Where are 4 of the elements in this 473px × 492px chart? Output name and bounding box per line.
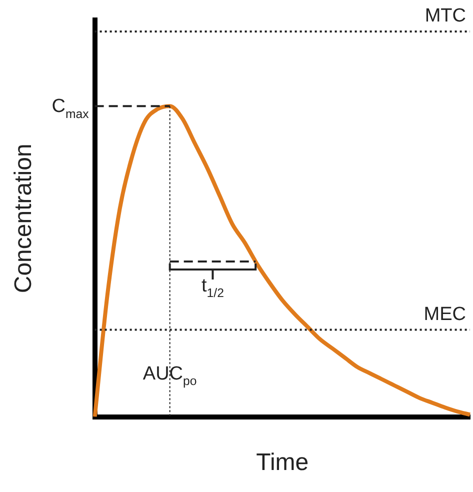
x-axis-title: Time: [256, 449, 309, 476]
ref-line-label: MTC: [424, 6, 466, 27]
ref-line-label: MEC: [424, 304, 466, 325]
y-axis-title: Concentration: [10, 144, 38, 294]
